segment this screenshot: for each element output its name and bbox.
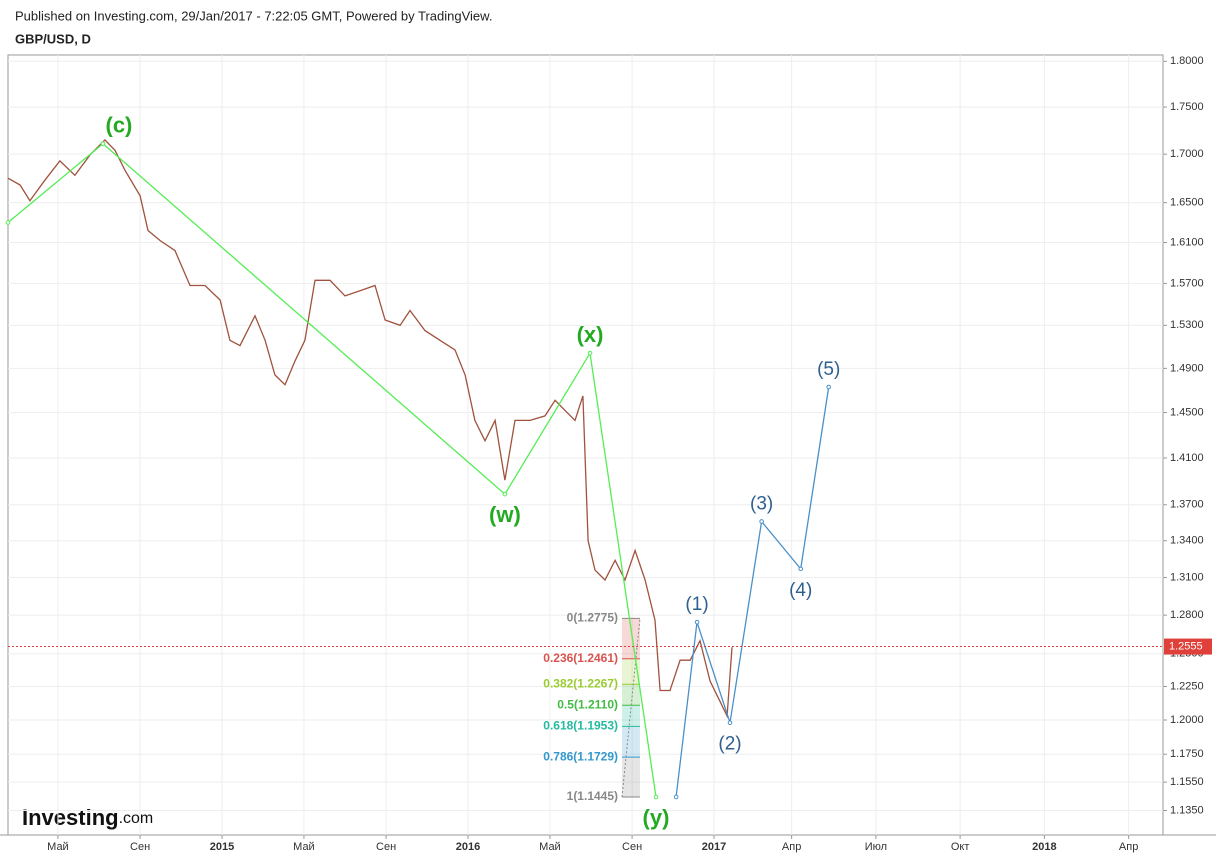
y-tick-label: 1.5700 xyxy=(1170,277,1204,289)
grid-layer xyxy=(8,55,1163,835)
fib-label: 0.236(1.2461) xyxy=(543,651,618,665)
fib-band xyxy=(622,726,640,758)
y-tick-label: 1.4900 xyxy=(1170,362,1204,374)
fib-trend xyxy=(621,618,641,797)
y-tick-label: 1.2800 xyxy=(1170,609,1204,621)
wave-label: (4) xyxy=(789,580,812,601)
x-tick-label: Май xyxy=(47,841,69,853)
wave-point xyxy=(673,794,679,800)
x-tick-label: Июл xyxy=(865,841,887,853)
fib-band xyxy=(622,618,640,659)
wave-point xyxy=(5,220,11,225)
wave-line xyxy=(675,386,830,797)
fib-label: 0.618(1.1953) xyxy=(543,719,618,733)
price-line xyxy=(7,138,733,719)
y-tick-label: 1.8000 xyxy=(1170,55,1204,67)
x-tick-label: Сен xyxy=(622,841,642,853)
y-tick-label: 1.2250 xyxy=(1170,680,1204,692)
x-tick-label: 2015 xyxy=(210,841,234,853)
fib-band xyxy=(622,705,640,727)
wave-point xyxy=(653,794,659,800)
logo: Investing.com xyxy=(22,805,153,830)
fib-band xyxy=(622,684,640,706)
wave-point xyxy=(727,720,733,726)
y-tick-label: 1.2000 xyxy=(1170,714,1204,726)
wave-point xyxy=(502,491,508,497)
y-tick-label: 1.1550 xyxy=(1170,776,1204,788)
wave-label: (x) xyxy=(577,322,604,347)
logo-name: Investing xyxy=(22,805,119,830)
logo-suffix: .com xyxy=(119,810,154,827)
y-tick-label: 1.6100 xyxy=(1170,236,1204,248)
x-tick-label: Апр xyxy=(1119,841,1138,853)
y-tick-label: 1.3400 xyxy=(1170,535,1204,547)
wave-label: (2) xyxy=(718,734,741,755)
wave-label: (y) xyxy=(643,805,670,830)
fib-label: 0.382(1.2267) xyxy=(543,676,618,690)
y-tick-label: 1.1350 xyxy=(1170,804,1204,816)
wave-label: (c) xyxy=(106,112,133,137)
wave-point xyxy=(694,619,700,625)
fib-label: 0(1.2775) xyxy=(567,611,618,625)
chart-title: GBP/USD, D xyxy=(15,31,91,46)
last-price-box xyxy=(1164,638,1212,655)
x-tick-label: Окт xyxy=(951,841,970,853)
y-tick-label: 1.6500 xyxy=(1170,197,1204,209)
x-tick-label: Апр xyxy=(782,841,801,853)
wave-label: (w) xyxy=(489,502,521,527)
y-tick-label: 1.7000 xyxy=(1170,148,1204,160)
fib-label: 0.5(1.2110) xyxy=(557,697,618,711)
y-tick-label: 1.4100 xyxy=(1170,452,1204,464)
x-tick-label: Май xyxy=(539,841,561,853)
wave-point xyxy=(826,384,831,390)
x-tick-label: Сен xyxy=(376,841,396,853)
wave-point xyxy=(100,141,106,146)
y-tick-label: 1.3700 xyxy=(1170,499,1204,511)
last-price-label: 1.2555 xyxy=(1169,640,1203,652)
wave-point xyxy=(759,519,764,524)
x-tick-label: 2016 xyxy=(456,841,480,853)
wave-label: (5) xyxy=(817,359,840,380)
y-tick-label: 1.7500 xyxy=(1170,101,1204,113)
x-tick-label: 2018 xyxy=(1032,841,1056,853)
wave-label: (1) xyxy=(685,594,708,615)
y-tick-label: 1.1750 xyxy=(1170,748,1204,760)
wave-point xyxy=(798,566,804,572)
x-tick-label: Сен xyxy=(130,841,150,853)
y-tick-label: 1.3100 xyxy=(1170,571,1204,583)
wave-label: (3) xyxy=(750,493,773,514)
fib-band xyxy=(622,757,640,797)
wave-point xyxy=(587,350,593,356)
y-tick-label: 1.4500 xyxy=(1170,406,1204,418)
x-tick-label: Май xyxy=(293,841,315,853)
x-tick-label: 2017 xyxy=(702,841,726,853)
fib-label: 0.786(1.1729) xyxy=(543,749,618,763)
y-tick-label: 1.5300 xyxy=(1170,319,1204,331)
published-note: Published on Investing.com, 29/Jan/2017 … xyxy=(15,8,492,23)
fib-label: 1(1.1445) xyxy=(567,789,618,803)
